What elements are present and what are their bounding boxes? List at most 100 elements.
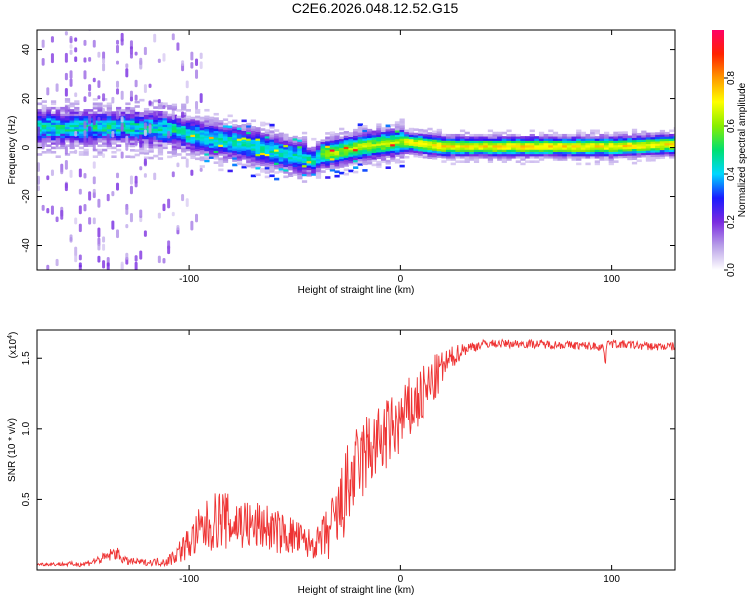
spectrogram-cell [143, 138, 150, 142]
spectrogram-cell [190, 154, 196, 157]
spectrogram-cell [376, 160, 382, 164]
spectrogram-cell [497, 149, 503, 152]
spectrogram-cell [283, 144, 289, 148]
spectrogram-cell [464, 136, 470, 139]
spectrogram-noise [78, 205, 82, 215]
spectrogram-cell [74, 106, 80, 110]
spectrogram-cell [580, 142, 587, 146]
spectrogram-cell [515, 147, 521, 150]
spectrogram-cell [343, 168, 349, 172]
spectrogram-cell [176, 115, 182, 119]
spectrogram-y-tick-label: 40 [21, 44, 32, 56]
spectrogram-cell [283, 135, 289, 139]
spectrogram-cell [250, 139, 257, 142]
spectrogram-cell [390, 148, 396, 151]
spectrogram-cell [195, 124, 201, 128]
spectrogram-cell [343, 131, 349, 134]
spectrogram-noise [97, 255, 101, 263]
spectrogram-noise [139, 134, 143, 145]
spectrogram-cell [278, 147, 284, 151]
spectrogram-cell [269, 150, 275, 153]
spectrogram-cell [306, 147, 312, 151]
spectrogram-cell [190, 147, 196, 151]
spectrogram-cell [292, 149, 298, 152]
spectrogram-cell [455, 140, 461, 144]
spectrogram-cell [552, 155, 559, 159]
spectrogram-cell [357, 123, 363, 127]
snr-frame [36, 329, 676, 571]
spectrogram-noise [74, 254, 78, 263]
spectrogram-cell [78, 135, 85, 139]
spectrogram-cell [631, 155, 638, 158]
spectrogram-cell [394, 127, 401, 131]
spectrogram-noise [97, 237, 101, 247]
spectrogram-cell [60, 131, 66, 134]
spectrogram-cell [255, 129, 261, 132]
spectrogram-cell [283, 164, 289, 168]
spectrogram-noise [190, 61, 194, 69]
spectrogram-cell [301, 140, 308, 144]
spectrogram-cell [218, 148, 224, 152]
spectrogram-cell [199, 127, 205, 131]
spectrogram-cell [487, 149, 494, 152]
spectrogram-noise [153, 33, 157, 43]
spectrogram-noise [78, 254, 82, 261]
spectrogram-noise [116, 229, 120, 239]
spectrogram-cell [227, 140, 233, 144]
spectrogram-cell [478, 140, 484, 144]
spectrogram-cell [218, 168, 224, 172]
spectrogram-cell [390, 135, 396, 138]
spectrogram-noise [60, 209, 64, 220]
spectrogram-cell [552, 144, 559, 148]
spectrogram-cell [659, 132, 666, 135]
spectrogram-cell [473, 158, 480, 161]
spectrogram-cell [92, 111, 99, 114]
spectrogram-cell [343, 133, 349, 136]
spectrogram-cell [631, 161, 638, 165]
spectrogram-cell [459, 144, 466, 148]
spectrogram-cell [613, 131, 619, 135]
spectrogram-cell [116, 120, 122, 123]
spectrogram-cell [557, 133, 563, 137]
spectrogram-cell [250, 119, 257, 123]
spectrogram-cell [264, 155, 270, 159]
spectrogram-cell [37, 111, 43, 114]
spectrogram-noise [162, 203, 166, 212]
spectrogram-cell [343, 137, 349, 141]
spectrogram-cell [232, 137, 238, 140]
spectrogram-x-tick-label: 100 [603, 274, 620, 285]
spectrogram-cell [292, 135, 298, 139]
spectrogram-cell [204, 159, 210, 163]
spectrogram-cell [185, 139, 191, 143]
spectrogram-cell [129, 131, 136, 134]
spectrogram-cell [274, 164, 280, 168]
spectrogram-cell [83, 120, 89, 123]
spectrogram-cell [613, 151, 619, 155]
spectrogram-cell [641, 148, 647, 151]
spectrogram-cell [650, 136, 656, 140]
spectrogram-cell [534, 138, 540, 141]
spectrogram-cell [260, 128, 266, 131]
spectrogram-cell [92, 124, 99, 128]
spectrogram-cell [222, 138, 229, 141]
spectrogram-cell [399, 149, 405, 152]
spectrogram-cell [501, 144, 508, 148]
spectrogram-cell [97, 139, 103, 143]
spectrogram-cell [459, 149, 466, 152]
spectrogram-cell [41, 139, 47, 143]
spectrogram-cell [469, 153, 475, 157]
spectrogram-cell [413, 132, 419, 136]
spectrogram-cell [441, 142, 447, 146]
spectrogram-cell [60, 106, 66, 110]
spectrogram-cell [511, 147, 517, 150]
spectrogram-cell [320, 161, 326, 165]
spectrogram-cell [315, 162, 322, 166]
spectrogram-cell [46, 117, 52, 121]
spectrogram-cell [645, 143, 652, 147]
spectrogram-cell [301, 147, 308, 150]
spectrogram-cell [148, 121, 154, 125]
spectrogram-cell [608, 155, 614, 159]
spectrogram-cell [241, 130, 247, 134]
spectrogram-cell [129, 138, 136, 141]
spectrogram-cell [250, 132, 257, 136]
